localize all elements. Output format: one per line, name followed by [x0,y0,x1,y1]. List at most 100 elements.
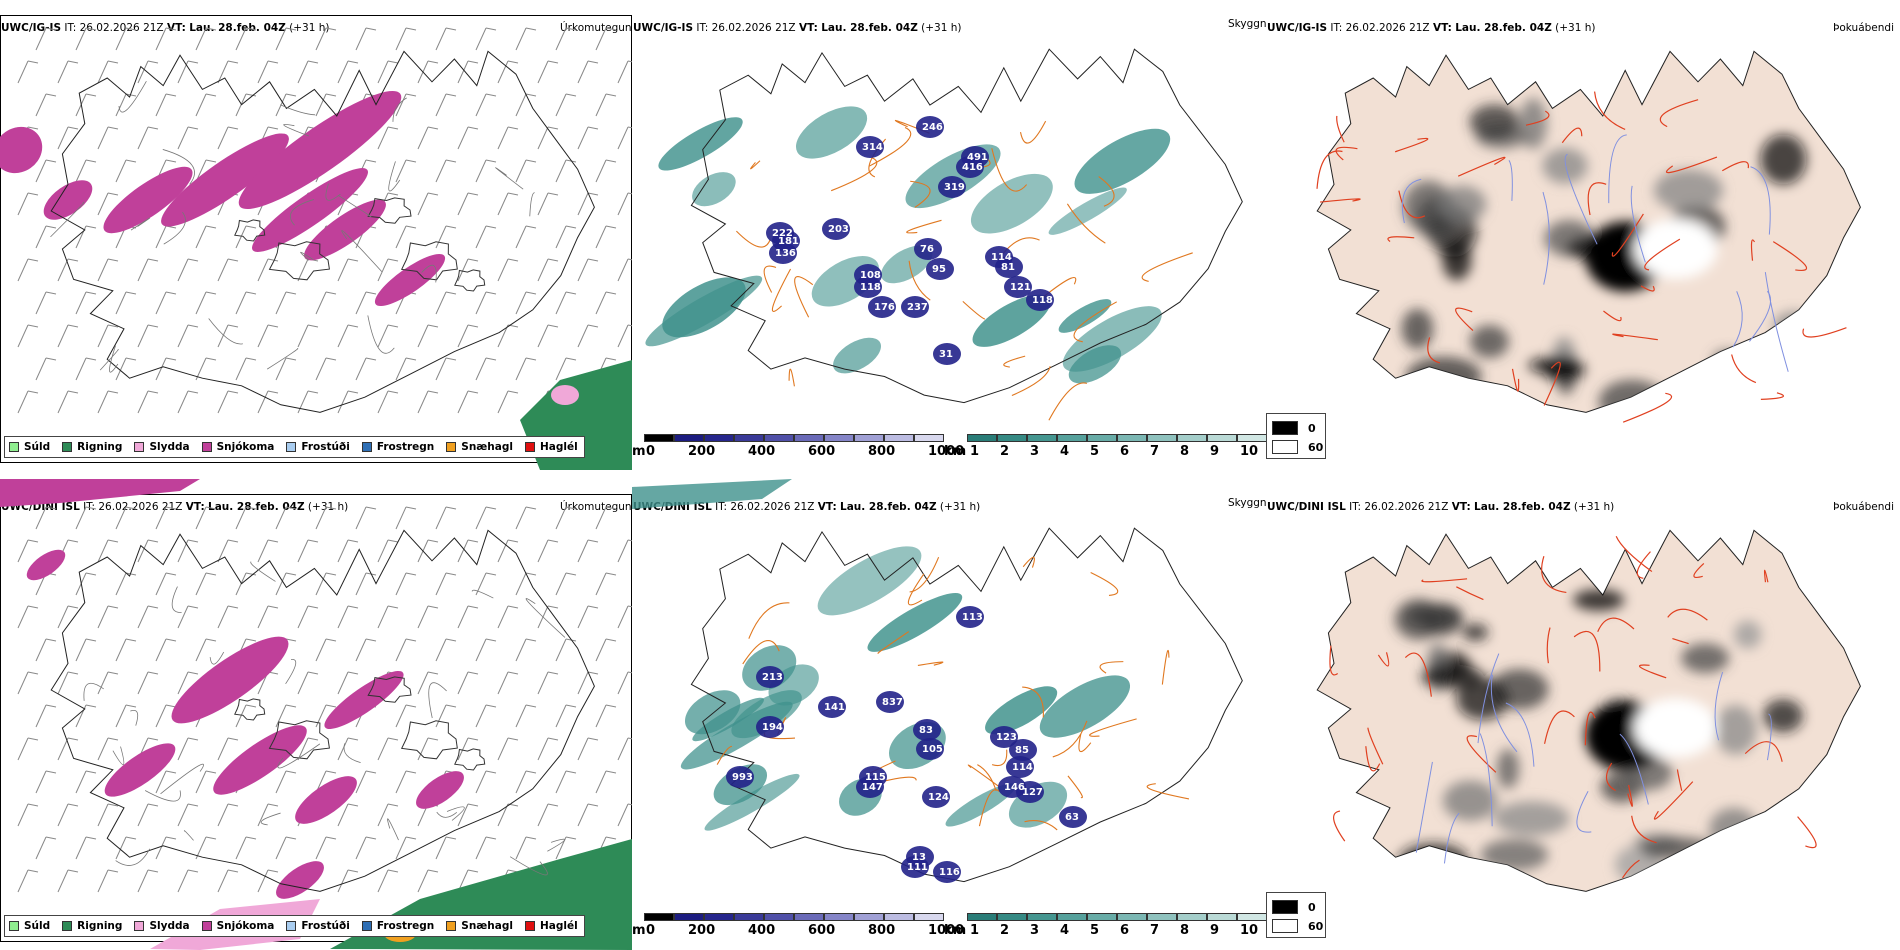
fog-patch [1469,104,1520,140]
river-line [1490,674,1518,753]
valid-time-label: VT: [166,22,186,34]
wind-barb-flag [565,770,577,774]
ceiling-bar-segment [734,913,764,921]
wind-barb [297,324,309,348]
wind-barb [137,60,149,84]
wind-barb [515,225,527,249]
fog-patch [1405,356,1482,397]
wind-barb-flag [427,671,439,675]
wind-barb-flag [67,869,79,873]
wind-barb [395,638,407,662]
wind-barb-flag [67,539,79,543]
wind-barb-flag [245,93,257,97]
fog-patch [1762,699,1803,733]
wind-barb [177,671,189,695]
wind-barb-flag [507,605,519,609]
snow-area [276,861,324,899]
wind-barb [57,60,69,84]
wind-barb-flag [125,27,137,31]
fog-patch [1470,324,1509,359]
road-line [1546,627,1551,664]
river-line [1750,166,1771,235]
road-line [1316,150,1343,189]
ceiling-label: 121 [1010,282,1031,293]
ceiling-label: 31 [939,349,953,360]
wind-barb [137,324,149,348]
wind-barb [435,506,447,530]
wind-barb-flag [565,357,577,361]
ceiling-label: 203 [828,224,849,235]
ceiling-unit: m [632,444,646,459]
wind-barb-flag [485,704,497,708]
fog-patch [1496,748,1520,789]
wind-barb [337,803,349,827]
river-line [1749,290,1772,342]
wind-barb-flag [405,638,417,642]
road-line [1721,161,1749,172]
road-line [1377,652,1390,667]
wind-barb [577,324,589,348]
ceiling-label: 123 [996,732,1017,743]
road-line [1404,652,1432,697]
wind-barb-flag [205,572,217,576]
wind-barb-flag [605,27,617,31]
road-line [1048,382,1088,421]
road-line [83,682,104,701]
rivers [1415,653,1772,864]
snow-area [103,166,193,234]
wind-barb [257,258,269,282]
road-line [1525,110,1550,126]
river-line [1608,134,1627,204]
wind-barb [457,192,469,216]
ceiling-blob [916,738,944,760]
wind-barb-flag [285,638,297,642]
road-line [525,598,566,638]
wind-barb-flag [387,737,399,741]
wind-barb-flag [27,605,39,609]
wind-barb-flag [587,324,599,328]
visibility-patch [970,173,1053,234]
wind-barb [475,93,487,117]
snow-area [26,549,66,581]
wind-barb-flag [205,638,217,642]
wind-barb [377,390,389,414]
ceiling-bar-segment [644,913,674,921]
fog-index-panel-row2: UWC/DINI ISL IT: 26.02.2026 21Z VT: Lau.… [1266,479,1900,950]
visibility-bar-segment [1177,913,1207,921]
wind-barb [595,291,607,315]
wind-barb [155,93,167,117]
wind-barb [57,671,69,695]
wind-barb-flag [485,770,497,774]
wind-barb [457,539,469,563]
fog-patch [1421,603,1463,636]
wind-barb [137,869,149,893]
visibility-tick-label: 1 [970,923,980,938]
wind-barb-flag [245,225,257,229]
legend-label: Rigning [77,441,123,453]
wind-barb-flag [627,60,632,63]
wind-barb [475,506,487,530]
legend-label: Haglél [539,920,578,932]
wind-barb [617,671,629,695]
wind-barb-flag [485,291,497,295]
ceiling-blob [756,666,784,688]
legend-label: Haglél [539,441,578,453]
road-line [1636,551,1651,579]
wind-barb-flag [85,704,97,708]
fog-patch [1733,620,1762,649]
legend-label: Rigning [77,920,123,932]
valid-time: Lau. 28.feb. 04Z [1455,22,1552,34]
legend-label: Slydda [149,441,190,453]
wind-barb [297,539,309,563]
valid-time: Lau. 28.feb. 04Z [821,22,918,34]
wind-barb [137,390,149,414]
wind-barb [97,126,109,150]
wind-barb [97,803,109,827]
wind-barb [577,605,589,629]
legend-item-haglél: Haglél [524,920,578,932]
wind-barb-flag [245,704,257,708]
wind-barb-flag [627,192,632,195]
road-line [1456,586,1484,601]
wind-barb-flag [605,357,617,361]
